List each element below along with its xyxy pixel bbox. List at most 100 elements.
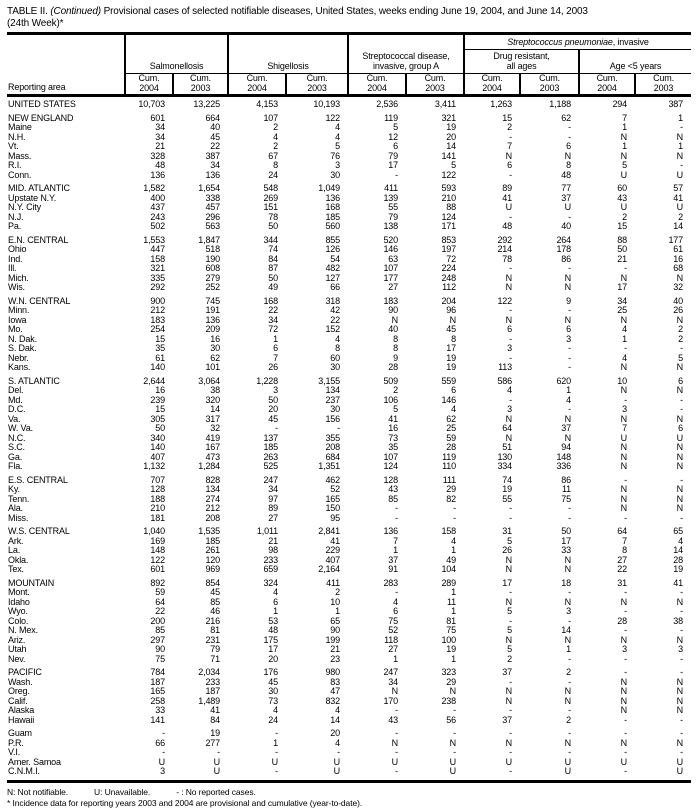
value-cell: 336 [556,461,572,471]
value-cell: 8 [622,545,628,555]
value-cell: 199 [325,634,341,645]
value-cell: 28 [446,442,457,452]
value-cell: 2 [507,122,513,132]
value-cell: 1,011 [256,526,279,536]
value-cell: 212 [205,503,221,513]
value-cell: 264 [556,234,572,245]
value-cell: N [620,484,628,494]
value-cell: 17 [561,535,572,546]
value-cell: 188 [150,493,165,504]
value-cell: - [624,625,628,635]
value-cell: 5 [393,404,399,414]
value-cell: 33 [561,545,572,555]
value-cell: 1 [451,545,457,555]
reporting-area-cell: Wis. [8,282,25,292]
value-cell: N [676,385,684,395]
value-cell: 4 [622,352,628,363]
value-cell: - [568,263,572,273]
value-cell: 31 [502,526,513,536]
value-cell: N [564,634,572,645]
reporting-area-cell: V.I. [8,747,21,757]
value-cell: 3 [335,160,341,170]
value-cell: N [620,596,628,607]
value-cell: 2,164 [318,564,341,574]
value-cell: 19 [673,564,684,574]
value-cell: 21 [617,253,628,264]
value-cell: 62 [446,413,457,424]
value-cell: 462 [325,474,341,485]
value-cell: 7 [507,141,513,151]
value-cell: 67 [268,150,279,161]
value-cell: N [676,737,684,748]
value-cell: 37 [561,192,572,203]
value-cell: - [275,766,279,776]
cum-header-row: Cum. 2004 Cum. 2003 Cum. 2004 Cum. 2003 Cum. 2004… [7,73,692,97]
value-cell: - [624,714,628,725]
value-cell: 8 [335,343,341,353]
reporting-area-cell: Mass. [8,150,32,161]
value-cell: - [624,587,628,597]
value-cell: 14 [446,141,457,151]
value-cell: 150 [325,503,341,513]
value-cell: 34 [268,484,279,494]
value-cell: 204 [441,295,457,306]
value-cell: 81 [210,625,221,635]
value-cell: - [509,705,513,715]
table-row: N.H. 34 45 4 4 12 20 - - N N [7,132,691,143]
value-cell: 87 [268,263,279,273]
streptococcal-group-a-header: Streptococcal disease, invasive, group A [348,33,466,74]
reporting-area-cell: E.S. CENTRAL [8,474,68,485]
value-cell: - [680,394,684,405]
value-cell: 37 [502,714,513,725]
value-cell: 20 [330,728,341,738]
table-row: Md. 239 320 50 237 106 146 - 4 - - [7,394,691,406]
value-cell: U [213,756,221,767]
value-cell: N [676,362,684,372]
value-cell: N [505,695,513,706]
value-cell: 229 [325,545,341,555]
value-cell: 19 [210,728,221,738]
table-body: UNITED STATES 10,703 13,225 4,153 10,193 2,53… [7,96,691,782]
reporting-area-cell: Alaska [8,705,35,715]
value-cell: 1 [451,587,457,597]
value-cell: 107 [383,263,399,273]
value-cell: 41 [388,413,399,424]
value-cell: 151 [263,202,279,212]
value-cell: 27 [388,282,399,292]
value-cell: 3 [622,404,628,414]
value-cell: N [505,432,513,443]
value-cell: - [568,343,572,353]
value-cell: - [509,766,513,776]
value-cell: 66 [155,737,165,748]
table-row: W.S. CENTRAL 1,040 1,535 1,011 2,841 136 158 31… [7,523,691,537]
value-cell: N [676,695,684,706]
value-cell: N [620,695,628,706]
table-row: Kans. 140 101 26 30 28 19 113 - N N [7,362,691,373]
value-cell: 6 [566,141,572,151]
value-cell: - [624,747,628,757]
value-cell: 7 [622,535,628,546]
value-cell: 34 [155,122,165,132]
value-cell: 152 [325,324,341,334]
table-row: NEW ENGLAND 601 664 107 122 119 321 15 62 7 1 [7,110,691,124]
cum-header-cell: Cum. 2004 [124,73,173,97]
value-cell: 6 [507,324,513,334]
value-cell: 122 [441,169,457,180]
value-cell: 90 [155,644,165,654]
value-cell: - [680,728,684,738]
value-cell: 231 [205,634,221,645]
table-row: Ind. 158 190 84 54 63 72 78 86 21 16 [7,253,691,265]
value-cell: 122 [325,112,341,123]
value-cell: 30 [330,169,341,180]
value-cell: 77 [561,183,572,193]
value-cell: 8 [451,333,457,344]
value-cell: 1,553 [143,234,165,245]
value-cell: N [564,150,572,161]
legend-line: N: Not notifiable. U: Unavailable. - : No … [7,787,691,798]
value-cell: 15 [617,221,628,231]
value-cell: 19 [446,644,457,654]
value-cell: 784 [150,667,165,677]
value-cell: 2,536 [376,99,399,109]
value-cell: 54 [330,253,341,264]
